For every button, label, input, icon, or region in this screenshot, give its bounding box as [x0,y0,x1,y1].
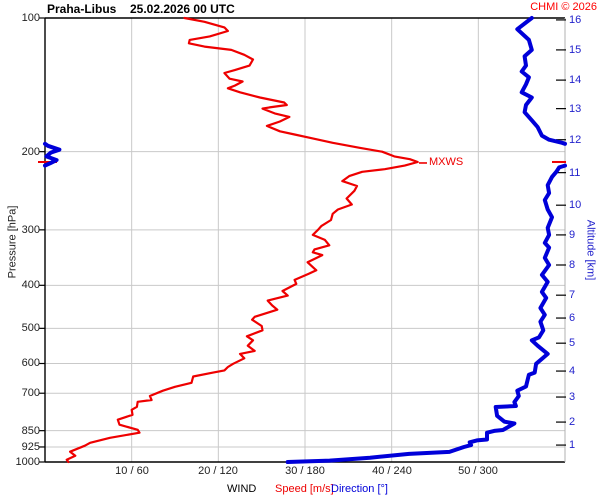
altitude-tick-label: 9 [569,229,576,241]
altitude-tick-label: 2 [569,416,576,428]
pressure-tick-label: 400 [21,279,40,291]
direction-legend-label: Direction [°] [331,483,388,495]
wind-tick-label: 20 / 120 [198,465,238,477]
pressure-tick-label: 1000 [15,456,40,468]
altitude-tick-label: 15 [569,44,582,56]
altitude-tick-label: 8 [569,259,576,271]
wind-tick-label: 50 / 300 [458,465,498,477]
copyright-text: CHMI © 2026 [530,1,597,13]
pressure-tick-label: 200 [21,146,40,158]
title-station: Praha-Libus [47,2,117,16]
pressure-tick-label: 300 [21,224,40,236]
altitude-tick-label: 5 [569,337,576,349]
pressure-tick-label: 100 [21,12,40,24]
altitude-tick-label: 7 [569,289,576,301]
altitude-tick-label: 4 [569,365,576,377]
altitude-tick-label: 11 [569,167,581,179]
wind-legend-label: WIND [227,483,257,495]
altitude-tick-label: 6 [569,312,576,324]
direction-curve [43,141,62,168]
mxws-label: MXWS [429,156,464,168]
wind-tick-label: 10 / 60 [115,465,149,477]
speed-legend-label: Speed [m/s] [275,483,334,495]
pressure-tick-label: 600 [21,357,40,369]
pressure-tick-label: 850 [21,425,40,437]
altitude-tick-label: 13 [569,103,582,115]
altitude-tick-label: 1 [569,439,576,451]
pressure-tick-label: 500 [21,322,40,334]
direction-curve [515,16,567,146]
altitude-tick-label: 12 [569,134,582,146]
altitude-axis-label: Altitude [km] [584,219,597,281]
title-datetime: 25.02.2026 00 UTC [130,2,235,16]
speed-curve [65,16,419,464]
pressure-tick-label: 925 [21,441,40,453]
pressure-tick-label: 700 [21,387,40,399]
altitude-tick-label: 3 [569,391,576,403]
altitude-tick-label: 14 [569,74,582,86]
altitude-tick-label: 10 [569,199,582,211]
pressure-axis-label: Pressure [hPa] [6,205,19,279]
direction-curve [285,163,567,464]
altitude-tick-label: 16 [569,14,582,26]
wind-tick-label: 40 / 240 [372,465,412,477]
wind-tick-label: 30 / 180 [285,465,325,477]
